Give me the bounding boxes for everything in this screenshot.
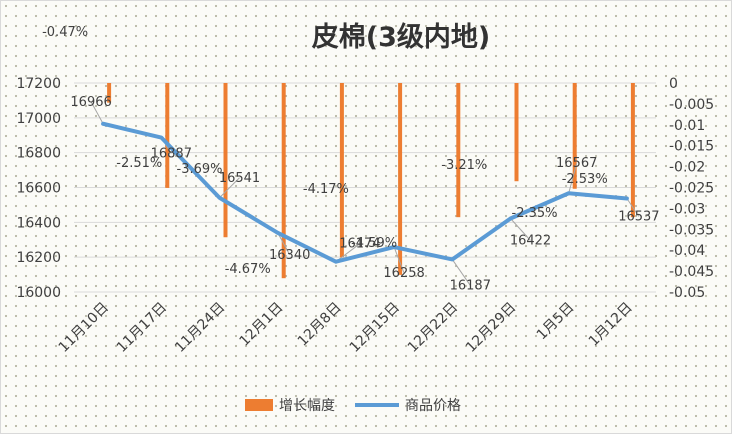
- leader-line: [90, 101, 104, 124]
- y-right-tick-label: -0.015: [669, 139, 714, 155]
- bar-series: [107, 83, 635, 279]
- leader-line: [451, 259, 471, 286]
- bar-data-label: -3.21%: [441, 158, 487, 173]
- legend: 增长幅度 商品价格: [245, 398, 461, 414]
- bar: [630, 83, 635, 218]
- bar: [514, 83, 519, 182]
- y-right-tick-label: -0.005: [669, 97, 714, 113]
- price-data-label: 16340: [269, 248, 310, 263]
- price-data-label: 16567: [556, 156, 597, 171]
- y-left-tick-label: 16200: [16, 250, 61, 266]
- y-right-tick-label: -0.045: [669, 264, 714, 280]
- y-left-tick-label: 16600: [16, 181, 61, 197]
- line-series: [101, 121, 629, 264]
- y-axis-left: 16000 16200 16400 16600 16800 17000 17200: [16, 76, 61, 301]
- x-tick-label: 12月22日: [405, 300, 461, 356]
- x-tick-label: 1月12日: [586, 300, 636, 350]
- price-data-label: 16422: [510, 234, 551, 249]
- leader-line: [568, 163, 578, 194]
- y-axis-right: 0 -0.005 -0.01 -0.015 -0.02 -0.025 -0.03 -0.035…: [669, 76, 714, 301]
- leader-line: [277, 232, 291, 256]
- y-left-tick-label: 16400: [16, 215, 61, 231]
- label-leader-lines: [90, 101, 640, 286]
- bar: [281, 83, 286, 279]
- y-right-tick-label: -0.01: [669, 118, 705, 134]
- y-right-tick-label: -0.05: [669, 285, 705, 301]
- y-left-tick-label: 16800: [16, 146, 61, 162]
- gridlines: [74, 82, 656, 293]
- bar-data-label: -3.69%: [177, 162, 223, 177]
- bar-data-label: -4.59%: [351, 236, 397, 251]
- y-left-tick-label: 17000: [16, 111, 61, 127]
- price-data-label: 16174: [339, 237, 380, 252]
- chart-title: 皮棉(3级内地): [312, 21, 490, 53]
- x-tick-label: 1月5日: [534, 300, 578, 344]
- bar: [223, 83, 228, 238]
- x-tick-label: 12月8日: [295, 300, 345, 350]
- y-right-tick-label: -0.04: [669, 243, 705, 259]
- y-right-tick-label: -0.025: [669, 181, 714, 197]
- legend-swatch-bar: [245, 399, 273, 411]
- leader-line: [219, 177, 240, 199]
- bar-data-label: -4.67%: [225, 262, 271, 277]
- bar: [398, 83, 403, 275]
- legend-label-line: 商品价格: [405, 398, 461, 414]
- y-right-tick-label: -0.03: [669, 201, 705, 217]
- y-left-tick-label: 17200: [16, 76, 61, 92]
- bar-data-label: -4.17%: [303, 182, 349, 197]
- x-tick-label: 12月15日: [347, 300, 403, 356]
- y-right-tick-label: -0.02: [669, 160, 705, 176]
- bar: [107, 83, 112, 103]
- x-axis: 11月10日 11月17日 11月24日 12月1日 12月8日 12月15日 12月22日…: [56, 300, 636, 356]
- bar: [456, 83, 461, 218]
- legend-label-bar: 增长幅度: [279, 398, 335, 414]
- price-data-label: 16187: [450, 278, 491, 293]
- leader-line: [626, 198, 640, 217]
- bar: [572, 83, 577, 189]
- bar-data-label: -2.53%: [562, 172, 608, 187]
- y-right-tick-label: 0: [669, 76, 678, 92]
- bar-data-label: -2.35%: [512, 206, 558, 221]
- y-left-tick-label: 16000: [16, 285, 61, 301]
- x-tick-label: 11月10日: [56, 300, 112, 356]
- price-line: [101, 121, 629, 264]
- bar: [339, 83, 344, 258]
- bar-data-label: -0.47%: [42, 25, 88, 40]
- bar: [165, 83, 170, 188]
- price-data-label: 16537: [618, 209, 659, 224]
- y-right-tick-label: -0.035: [669, 222, 714, 238]
- price-data-label: 16966: [70, 95, 111, 110]
- price-data-label: 16541: [219, 171, 260, 186]
- leader-line: [510, 218, 531, 241]
- price-data-label: 16887: [151, 147, 192, 162]
- bar-data-label: -2.51%: [116, 156, 162, 171]
- leader-line: [393, 246, 405, 274]
- x-tick-label: 11月24日: [172, 300, 228, 356]
- x-tick-label: 11月17日: [114, 300, 170, 356]
- price-data-label: 16258: [383, 266, 424, 281]
- x-tick-label: 12月29日: [463, 300, 519, 356]
- x-tick-label: 12月1日: [237, 300, 287, 350]
